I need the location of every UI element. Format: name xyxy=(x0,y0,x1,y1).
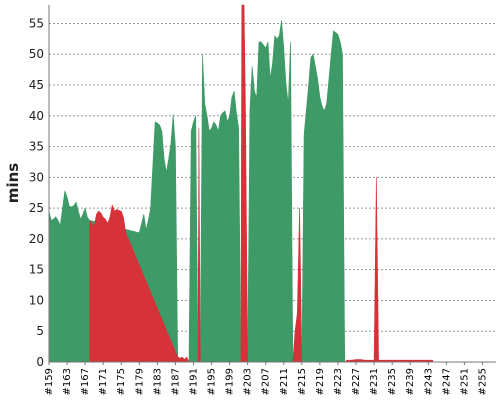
x-tick-label: #215 xyxy=(297,368,308,395)
gridlines xyxy=(49,22,496,332)
x-tick-label: #171 xyxy=(98,368,109,395)
x-tick-label: #163 xyxy=(62,368,73,395)
y-tick-label: 5 xyxy=(36,324,44,338)
x-tick-label: #251 xyxy=(459,368,470,395)
x-tick-label: #223 xyxy=(333,368,344,395)
x-tick-label: #175 xyxy=(116,368,127,395)
x-tick-label: #179 xyxy=(134,368,145,395)
x-tick-label: #247 xyxy=(441,368,452,395)
y-tick-label: 15 xyxy=(29,263,44,277)
y-tick-label: 35 xyxy=(29,140,44,154)
y-tick-label: 40 xyxy=(29,109,44,123)
x-tick-label: #243 xyxy=(423,368,434,395)
x-tick-label: #231 xyxy=(369,368,380,395)
x-tick-label: #227 xyxy=(351,368,362,395)
y-tick-label: 50 xyxy=(29,47,44,61)
x-tick-label: #159 xyxy=(44,368,55,395)
y-tick-label: 25 xyxy=(29,201,44,215)
y-tick-label: 20 xyxy=(29,232,44,246)
x-tick-label: #199 xyxy=(225,368,236,395)
x-tick-label: #239 xyxy=(405,368,416,395)
x-tick-label: #203 xyxy=(243,368,254,395)
y-tick-labels: 0 5 10 15 20 25 30 35 40 45 50 55 xyxy=(29,16,44,369)
x-tick-label: #195 xyxy=(207,368,218,395)
x-tick-label: #183 xyxy=(152,368,163,395)
x-tick-label: #219 xyxy=(315,368,326,395)
y-tick-label: 10 xyxy=(29,293,44,307)
x-tick-label: #235 xyxy=(387,368,398,395)
y-tick-label: 30 xyxy=(29,170,44,184)
area-failure xyxy=(89,4,434,363)
y-tick-label: 45 xyxy=(29,78,44,92)
x-tick-label: #211 xyxy=(279,368,290,395)
x-tick-label: #191 xyxy=(188,368,199,395)
x-tick-label: #187 xyxy=(170,368,181,395)
x-tick-label: #207 xyxy=(261,368,272,395)
y-tick-label: 0 xyxy=(36,355,44,369)
x-tick-label: #167 xyxy=(80,368,91,395)
x-tick-label: #255 xyxy=(477,368,488,395)
axes xyxy=(48,5,496,363)
area-series xyxy=(48,4,434,363)
y-axis-label: mins xyxy=(4,163,22,203)
x-tick-labels: #159 #163 #167 #171 #175 #179 #183 #187 #191 #195… xyxy=(44,362,488,395)
y-tick-label: 55 xyxy=(29,16,44,30)
